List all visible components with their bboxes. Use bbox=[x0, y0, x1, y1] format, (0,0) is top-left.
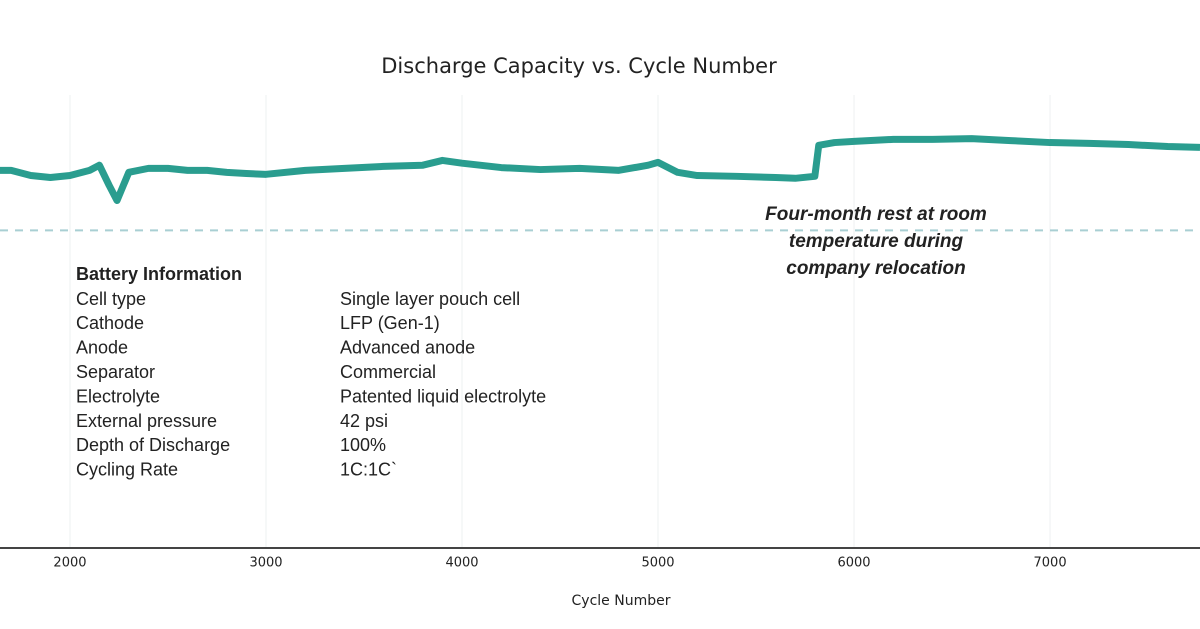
annotation: company relocation bbox=[786, 258, 966, 279]
x-tick-label: 7000 bbox=[1034, 556, 1067, 571]
info-cell: 100% bbox=[340, 435, 386, 455]
info-cell: Anode bbox=[76, 338, 128, 358]
annotation: temperature during bbox=[789, 231, 964, 252]
info-title: Battery Information bbox=[76, 264, 242, 284]
info-cell: Patented liquid electrolyte bbox=[340, 386, 546, 406]
x-tick-label: 6000 bbox=[837, 556, 870, 571]
info-cell: Advanced anode bbox=[340, 338, 475, 358]
annotation: Four-month rest at room bbox=[765, 204, 987, 225]
info-cell: 42 psi bbox=[340, 411, 388, 431]
x-axis-label: Cycle Number bbox=[572, 593, 671, 609]
info-cell: Commercial bbox=[340, 362, 436, 382]
info-cell: Electrolyte bbox=[76, 386, 160, 406]
info-cell: Cathode bbox=[76, 313, 144, 333]
x-tick-label: 4000 bbox=[445, 556, 478, 571]
info-cell: Depth of Discharge bbox=[76, 435, 230, 455]
info-cell: Cell type bbox=[76, 289, 146, 309]
x-tick-label: 5000 bbox=[641, 556, 674, 571]
info-cell: Separator bbox=[76, 362, 155, 382]
info-cell: Single layer pouch cell bbox=[340, 289, 520, 309]
info-cell: 1C:1C` bbox=[340, 460, 397, 480]
info-cell: External pressure bbox=[76, 411, 217, 431]
x-tick-label: 2000 bbox=[53, 556, 86, 571]
x-tick-label: 3000 bbox=[249, 556, 282, 571]
info-cell: Cycling Rate bbox=[76, 460, 178, 480]
data-line bbox=[0, 135, 1200, 205]
info-cell: LFP (Gen-1) bbox=[340, 313, 440, 333]
chart-title: Discharge Capacity vs. Cycle Number bbox=[381, 54, 777, 78]
